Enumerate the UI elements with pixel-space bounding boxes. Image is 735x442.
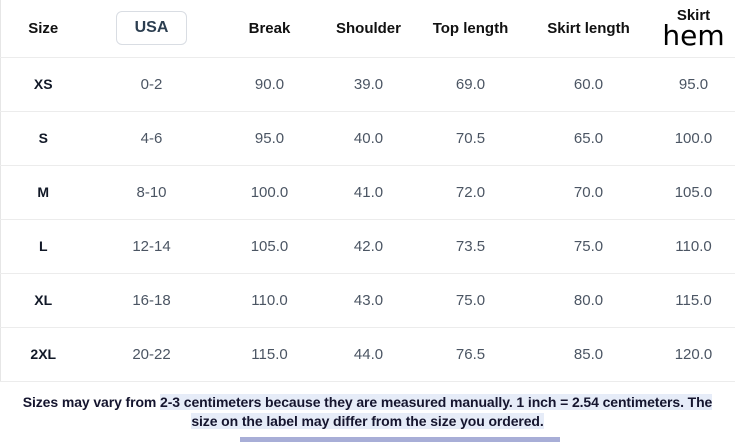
- column-header-skirt-length: Skirt length: [525, 0, 652, 58]
- cell-break: 115.0: [217, 327, 322, 382]
- cell-top-length: 75.0: [415, 273, 526, 328]
- cell-break: 95.0: [217, 111, 322, 166]
- cell-skirt-length: 60.0: [525, 57, 652, 112]
- column-header-size: Size: [0, 0, 86, 58]
- size-chart-body: XS 0-2 90.0 39.0 69.0 60.0 95.0 S 4-6 95…: [0, 57, 735, 382]
- disclaimer-line-2: size on the label may differ from the si…: [191, 412, 544, 431]
- cell-skirt-hem: 105.0: [651, 165, 735, 220]
- size-disclaimer: Sizes may vary from 2-3 centimeters beca…: [0, 382, 735, 442]
- column-header-break: Break: [217, 0, 322, 58]
- column-header-top-length: Top length: [415, 0, 526, 58]
- cell-top-length: 70.5: [415, 111, 526, 166]
- cell-skirt-length: 85.0: [525, 327, 652, 382]
- header-row: Size USA Break Shoulder Top length Skirt…: [0, 0, 735, 58]
- cell-shoulder: 40.0: [321, 111, 416, 166]
- disclaimer-line-1-highlighted: 2-3 centimeters because they are measure…: [160, 394, 713, 410]
- cell-skirt-length: 70.0: [525, 165, 652, 220]
- cell-usa: 12-14: [85, 219, 218, 274]
- cell-size: L: [0, 219, 86, 274]
- disclaimer-line-1-plain: Sizes may vary from: [22, 394, 161, 410]
- cell-top-length: 73.5: [415, 219, 526, 274]
- cell-size: M: [0, 165, 86, 220]
- cell-skirt-hem: 110.0: [651, 219, 735, 274]
- cell-size: XS: [0, 57, 86, 112]
- disclaimer-line-2-highlighted: size on the label may differ from the si…: [191, 413, 544, 429]
- usa-country-selector-button[interactable]: USA: [115, 11, 188, 46]
- cell-shoulder: 43.0: [321, 273, 416, 328]
- skirt-hem-label-line2: hem: [662, 19, 725, 53]
- cell-skirt-hem: 120.0: [651, 327, 735, 382]
- cell-skirt-hem: 115.0: [651, 273, 735, 328]
- cell-size: 2XL: [0, 327, 86, 382]
- cell-break: 110.0: [217, 273, 322, 328]
- cell-shoulder: 41.0: [321, 165, 416, 220]
- table-row-s: S 4-6 95.0 40.0 70.5 65.0 100.0: [0, 111, 735, 166]
- cell-shoulder: 42.0: [321, 219, 416, 274]
- cell-break: 90.0: [217, 57, 322, 112]
- cell-break: 105.0: [217, 219, 322, 274]
- column-header-usa: USA: [85, 0, 218, 58]
- cell-top-length: 69.0: [415, 57, 526, 112]
- cell-usa: 16-18: [85, 273, 218, 328]
- cell-usa: 0-2: [85, 57, 218, 112]
- cell-usa: 20-22: [85, 327, 218, 382]
- disclaimer-line-1: Sizes may vary from 2-3 centimeters beca…: [22, 393, 713, 412]
- cell-skirt-length: 80.0: [525, 273, 652, 328]
- cell-skirt-length: 75.0: [525, 219, 652, 274]
- skirt-hem-label-wrap: Skirt hem: [652, 7, 735, 53]
- skirt-hem-label-line1: Skirt: [676, 7, 711, 25]
- cell-skirt-hem: 100.0: [651, 111, 735, 166]
- cell-size: XL: [0, 273, 86, 328]
- table-row-xs: XS 0-2 90.0 39.0 69.0 60.0 95.0: [0, 57, 735, 112]
- table-row-xl: XL 16-18 110.0 43.0 75.0 80.0 115.0: [0, 273, 735, 328]
- cell-usa: 8-10: [85, 165, 218, 220]
- cell-shoulder: 44.0: [321, 327, 416, 382]
- cell-top-length: 76.5: [415, 327, 526, 382]
- column-header-shoulder: Shoulder: [321, 0, 416, 58]
- table-row-l: L 12-14 105.0 42.0 73.5 75.0 110.0: [0, 219, 735, 274]
- cell-usa: 4-6: [85, 111, 218, 166]
- cell-break: 100.0: [217, 165, 322, 220]
- column-header-skirt-hem: Skirt hem: [651, 0, 735, 58]
- table-row-2xl: 2XL 20-22 115.0 44.0 76.5 85.0 120.0: [0, 327, 735, 382]
- table-row-m: M 8-10 100.0 41.0 72.0 70.0 105.0: [0, 165, 735, 220]
- cell-shoulder: 39.0: [321, 57, 416, 112]
- cell-skirt-length: 65.0: [525, 111, 652, 166]
- cell-size: S: [0, 111, 86, 166]
- size-chart-table: Size USA Break Shoulder Top length Skirt…: [0, 0, 735, 382]
- size-chart-header: Size USA Break Shoulder Top length Skirt…: [0, 0, 735, 58]
- selection-highlight-band: [240, 436, 560, 442]
- cell-top-length: 72.0: [415, 165, 526, 220]
- cell-skirt-hem: 95.0: [651, 57, 735, 112]
